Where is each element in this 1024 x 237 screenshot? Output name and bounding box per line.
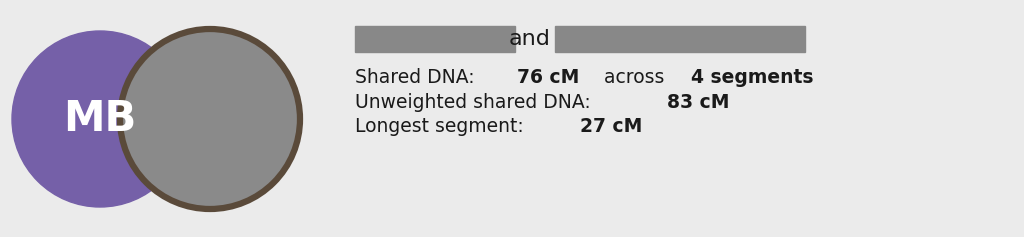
Text: Shared DNA:: Shared DNA:	[355, 68, 480, 87]
Text: Longest segment:: Longest segment:	[355, 118, 529, 137]
FancyBboxPatch shape	[555, 26, 805, 52]
Text: MB: MB	[63, 98, 136, 140]
Circle shape	[120, 29, 300, 209]
Text: Unweighted shared DNA:: Unweighted shared DNA:	[355, 92, 597, 111]
Text: 27 cM: 27 cM	[581, 118, 643, 137]
Text: and: and	[509, 29, 551, 49]
Circle shape	[12, 31, 188, 207]
Text: across: across	[598, 68, 670, 87]
FancyBboxPatch shape	[355, 26, 515, 52]
Text: 83 cM: 83 cM	[667, 92, 729, 111]
Text: 4 segments: 4 segments	[691, 68, 813, 87]
Text: 76 cM: 76 cM	[517, 68, 580, 87]
